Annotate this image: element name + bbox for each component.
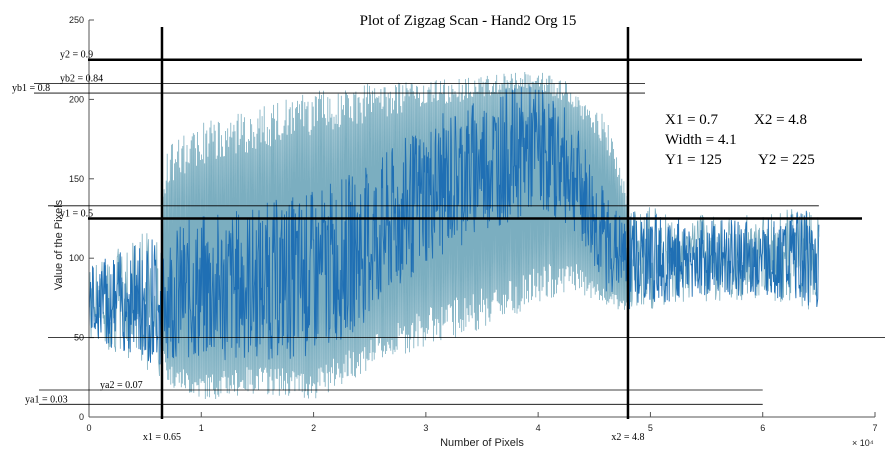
y-tick-label: 100 (69, 253, 84, 263)
threshold-label: yb2 = 0.84 (60, 74, 103, 85)
x-axis-label: Number of Pixels (440, 437, 524, 449)
summary-box: X1 = 0.7 X2 = 4.8 Width = 4.1 Y1 = 125 Y… (665, 112, 815, 168)
x-tick-label: 1 (199, 423, 204, 433)
y-tick-label: 0 (79, 412, 84, 422)
y-tick-label: 200 (69, 94, 84, 104)
bound-label: x2 = 4.8 (611, 432, 644, 443)
summary-x1: X1 = 0.7 (665, 112, 719, 128)
x-tick-label: 5 (648, 423, 653, 433)
threshold-label: yb1 = 0.8 (12, 83, 50, 94)
signal-area (88, 71, 820, 400)
signal-trace (88, 86, 820, 365)
summary-width: Width = 4.1 (665, 132, 737, 148)
x-tick-label: 2 (311, 423, 316, 433)
y-tick-label: 250 (69, 15, 84, 25)
summary-y2: Y2 = 225 (758, 152, 815, 168)
y-axis-label: Value of the Pixels (53, 199, 65, 290)
threshold-label: y1 = 0.5 (60, 209, 93, 220)
summary-x2: X2 = 4.8 (754, 112, 807, 128)
annotation-labels: y2 = 0.9 yb2 = 0.84 yb1 = 0.8 y1 = 0.5 ya2 =… (12, 50, 645, 443)
bound-label: x1 = 0.65 (143, 432, 181, 443)
x-multiplier-label: × 10⁴ (852, 438, 874, 448)
threshold-label: y2 = 0.9 (60, 50, 93, 61)
threshold-label: ya1 = 0.03 (25, 394, 68, 405)
x-tick-label: 4 (536, 423, 541, 433)
chart-title: Plot of Zigzag Scan - Hand2 Org 15 (360, 13, 577, 29)
x-tick-label: 6 (760, 423, 765, 433)
y-tick-label: 150 (69, 174, 84, 184)
x-tick-label: 7 (872, 423, 877, 433)
summary-y1: Y1 = 125 (665, 152, 722, 168)
x-tick-label: 0 (86, 423, 91, 433)
threshold-label: ya2 = 0.07 (100, 380, 143, 391)
annotation-lines (34, 27, 885, 419)
x-tick-label: 3 (423, 423, 428, 433)
